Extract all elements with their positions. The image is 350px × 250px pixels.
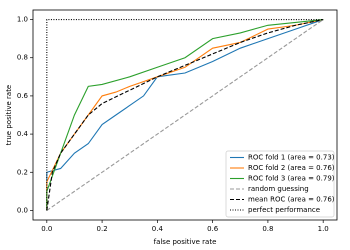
- legend-label: ROC fold 2 (area = 0.76): [248, 164, 335, 172]
- x-tick-label: 0.6: [207, 225, 219, 233]
- x-tick-label: 0.4: [152, 225, 164, 233]
- legend-label: perfect performance: [248, 206, 320, 214]
- legend-label: ROC fold 1 (area = 0.73): [248, 154, 335, 162]
- roc-line: [46, 19, 324, 211]
- legend-box: [225, 150, 335, 218]
- y-tick-label: 0.8: [17, 54, 28, 62]
- roc-line: [46, 19, 324, 211]
- legend-label: mean ROC (area = 0.76): [248, 196, 335, 204]
- roc-line: [46, 19, 324, 211]
- y-axis-label: true positive rate: [5, 85, 13, 146]
- x-tick-label: 1.0: [318, 225, 329, 233]
- roc-line: [46, 19, 324, 211]
- legend-label: random guessing: [248, 185, 309, 193]
- x-tick-label: 0.2: [97, 225, 108, 233]
- y-tick-label: 0.6: [17, 92, 29, 100]
- roc-line: [46, 19, 324, 211]
- y-tick-label: 0.4: [17, 130, 29, 138]
- x-axis-label: false positive rate: [154, 238, 217, 246]
- legend-label: ROC fold 3 (area = 0.79): [248, 175, 335, 183]
- plot-frame: [32, 9, 338, 221]
- y-tick-label: 0.2: [17, 168, 28, 176]
- y-tick-label: 1.0: [17, 16, 28, 24]
- x-tick-label: 0.8: [262, 225, 273, 233]
- x-tick-label: 0.0: [41, 225, 52, 233]
- y-tick-label: 0.0: [17, 206, 28, 214]
